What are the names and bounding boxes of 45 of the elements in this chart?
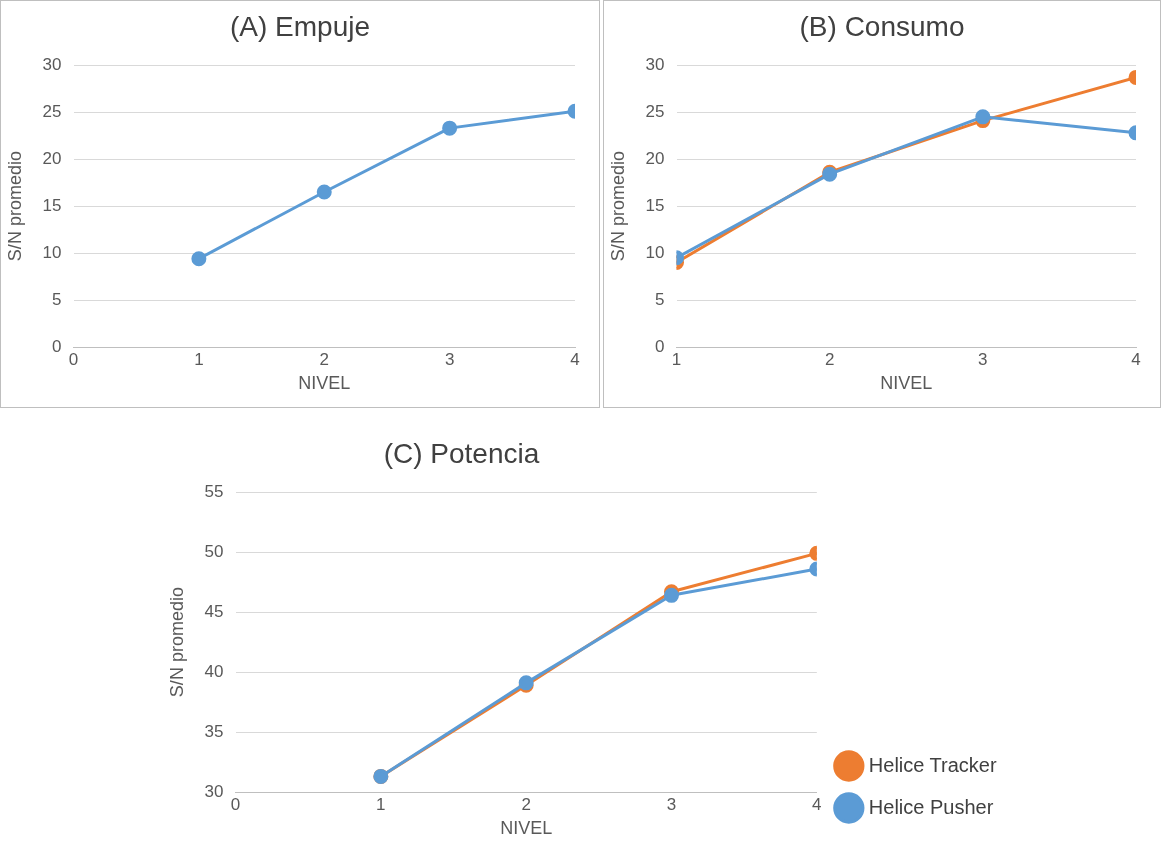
y-tick-label: 30 [204,781,224,801]
x-axis-title: NIVEL [298,373,351,394]
y-tick-label: 40 [204,661,224,681]
y-tick-label: 5 [52,289,62,309]
x-tick-label: 4 [812,794,822,814]
y-tick-label: 5 [655,289,665,309]
y-tick-label: 35 [204,721,224,741]
y-tick-label: 0 [52,336,62,356]
y-tick-label: 25 [42,101,62,121]
y-tick-label: 30 [645,54,665,74]
x-tick-label: 3 [978,349,988,369]
y-tick-label: 45 [204,601,224,621]
y-tick-label: 0 [655,336,665,356]
y-axis-title: S/N promedio [607,151,628,262]
x-tick-label: 0 [68,349,79,369]
y-tick-label: 55 [204,481,224,501]
y-tick-label: 50 [204,541,224,561]
x-tick-label: 1 [671,349,682,369]
x-tick-label: 4 [570,349,580,369]
y-tick-label: 10 [42,242,62,262]
chart-title: (B) Consumo [798,11,966,43]
y-tick-label: 25 [645,101,665,121]
y-tick-label: 20 [645,148,665,168]
x-tick-label: 1 [194,349,204,369]
x-axis-title: NIVEL [880,373,933,394]
x-tick-label: 2 [824,349,835,369]
chart-title: (C) Potencia [382,438,541,470]
x-axis-title: NIVEL [500,818,553,839]
y-tick-label: 20 [42,148,62,168]
y-axis-title: S/N promedio [4,151,25,262]
legend-label: Helice Pusher [868,795,994,818]
chart-title: (A) Empuje [228,11,371,43]
x-tick-label: 3 [666,794,677,814]
x-tick-label: 2 [319,349,329,369]
y-tick-label: 30 [42,54,62,74]
x-tick-label: 1 [376,794,386,814]
x-tick-label: 2 [521,794,531,814]
x-tick-label: 3 [444,349,455,369]
y-tick-label: 10 [645,242,665,262]
y-tick-label: 15 [42,195,62,215]
y-axis-title: S/N promedio [166,587,187,698]
y-tick-label: 15 [645,195,665,215]
x-tick-label: 4 [1131,349,1141,369]
x-tick-label: 0 [230,794,241,814]
legend-label: Helice Tracker [868,753,997,776]
